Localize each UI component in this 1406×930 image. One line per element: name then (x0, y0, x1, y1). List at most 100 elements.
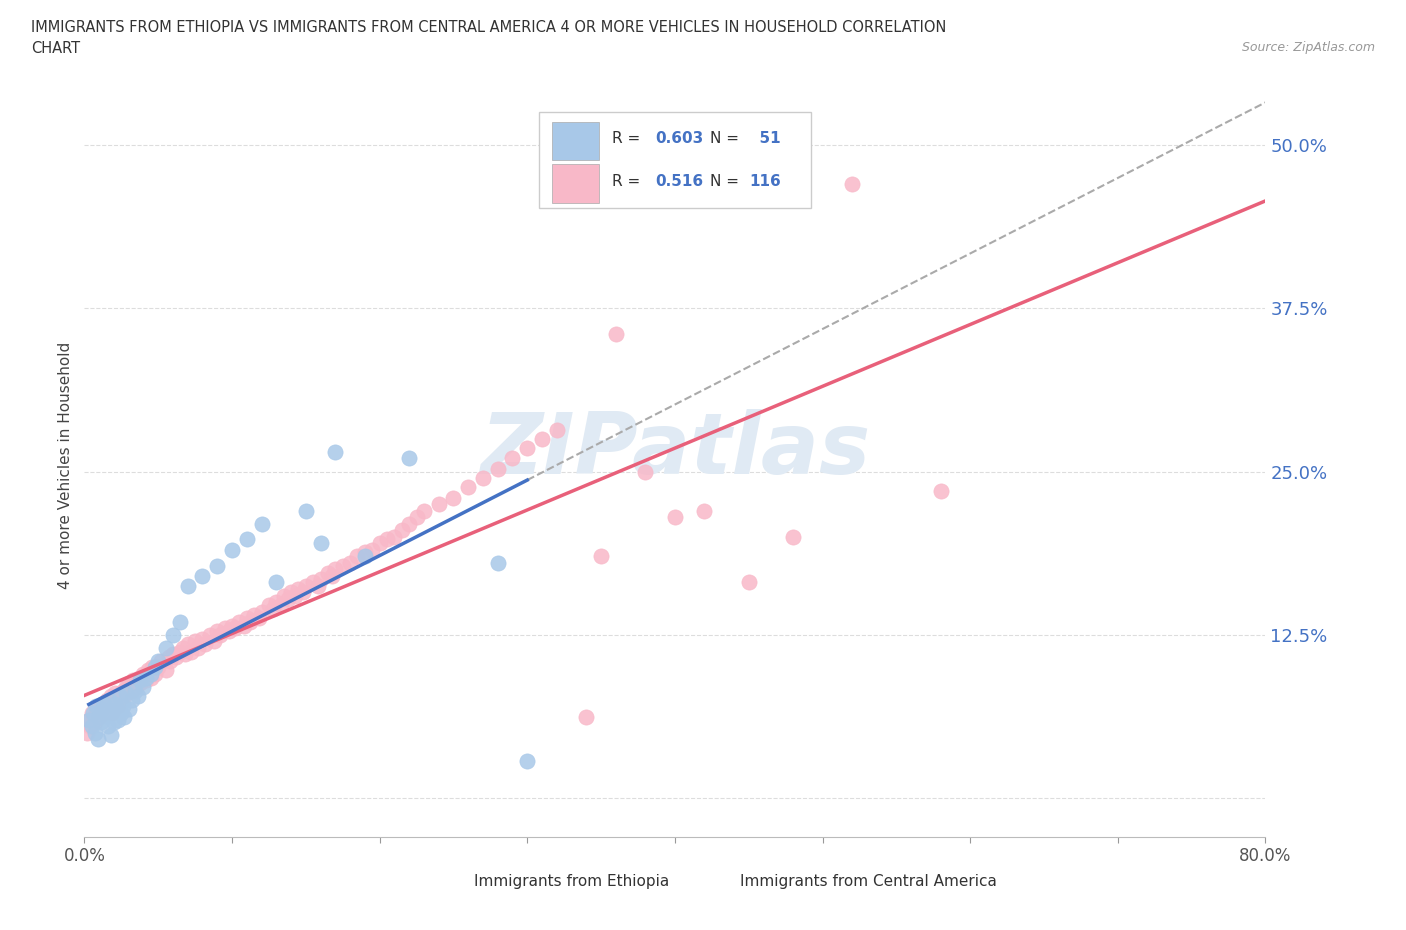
Point (531, 432, 554, 446)
Point (162, 627, 184, 642)
Point (97, 719, 120, 734)
Text: 116: 116 (749, 174, 782, 189)
Text: N =: N = (710, 131, 744, 146)
Point (295, 503, 318, 518)
Point (634, 464, 657, 479)
Point (295, 579, 318, 594)
Point (284, 588, 307, 603)
Point (80, 706, 103, 721)
Point (187, 640, 209, 655)
FancyBboxPatch shape (553, 164, 599, 203)
Point (605, 327, 627, 342)
Point (103, 697, 125, 711)
Text: ZIPatlas: ZIPatlas (479, 408, 870, 492)
Point (243, 607, 266, 622)
Point (169, 644, 191, 659)
Point (107, 699, 129, 714)
Y-axis label: 4 or more Vehicles in Household: 4 or more Vehicles in Household (58, 341, 73, 589)
Point (457, 480, 479, 495)
Point (262, 601, 284, 616)
Point (202, 633, 225, 648)
Point (84, 699, 107, 714)
Point (148, 660, 170, 675)
Point (114, 686, 136, 701)
Point (224, 620, 246, 635)
Point (104, 686, 127, 701)
Point (198, 627, 221, 642)
Point (180, 644, 202, 659)
Point (191, 631, 214, 646)
Point (93, 697, 115, 711)
Point (184, 633, 207, 648)
Point (782, 529, 804, 544)
Point (738, 575, 761, 590)
Point (155, 662, 177, 677)
Point (591, 549, 613, 564)
Point (316, 565, 339, 580)
Point (98, 701, 121, 716)
Point (83, 725, 105, 740)
Point (391, 523, 413, 538)
Point (159, 654, 181, 669)
Point (110, 686, 132, 701)
Point (110, 706, 132, 721)
Point (143, 667, 166, 682)
Point (112, 710, 135, 724)
Point (177, 579, 200, 594)
Point (97, 699, 120, 714)
Point (486, 555, 509, 570)
Point (368, 536, 391, 551)
Point (162, 647, 184, 662)
Point (257, 597, 280, 612)
Point (325, 445, 347, 459)
Point (693, 503, 716, 518)
Point (169, 614, 191, 629)
Point (309, 536, 332, 551)
Point (141, 660, 163, 675)
Point (82, 712, 104, 727)
Text: 0.516: 0.516 (655, 174, 703, 189)
Point (280, 584, 302, 599)
Point (346, 549, 368, 564)
Point (218, 623, 240, 638)
Point (382, 529, 406, 544)
Point (664, 510, 686, 525)
Point (121, 684, 143, 698)
Point (157, 649, 180, 664)
Point (501, 451, 523, 466)
Point (339, 555, 361, 570)
Point (87, 710, 111, 724)
FancyBboxPatch shape (538, 112, 811, 208)
Point (135, 673, 157, 688)
Point (250, 605, 273, 620)
Point (90, 714, 112, 729)
Point (375, 532, 398, 547)
Point (100, 728, 122, 743)
Point (132, 680, 155, 695)
Point (87, 710, 111, 724)
Point (79, 719, 101, 734)
Point (287, 581, 309, 596)
Text: 51: 51 (749, 131, 780, 146)
Point (516, 441, 538, 456)
Text: Immigrants from Ethiopia: Immigrants from Ethiopia (474, 874, 669, 889)
Point (84, 706, 107, 721)
Point (270, 597, 292, 612)
Point (472, 471, 495, 485)
Point (177, 636, 200, 651)
Point (247, 610, 270, 625)
Point (354, 545, 377, 560)
Point (129, 673, 152, 688)
Point (136, 662, 159, 677)
Point (354, 549, 377, 564)
Point (236, 610, 259, 625)
Point (302, 575, 325, 590)
Point (413, 503, 436, 518)
Point (118, 701, 141, 716)
Point (122, 673, 145, 688)
Point (93, 706, 115, 721)
Point (91, 701, 114, 716)
Point (209, 627, 232, 642)
Point (191, 568, 214, 583)
Point (194, 636, 217, 651)
